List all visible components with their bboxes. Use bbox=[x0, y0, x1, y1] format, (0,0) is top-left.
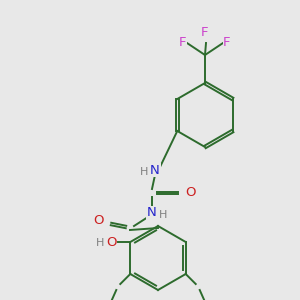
Text: H: H bbox=[140, 167, 148, 177]
Text: O: O bbox=[185, 187, 195, 200]
Text: O: O bbox=[94, 214, 104, 226]
Text: F: F bbox=[201, 26, 209, 38]
Text: O: O bbox=[106, 236, 116, 248]
Text: F: F bbox=[179, 35, 187, 49]
Text: F: F bbox=[223, 35, 231, 49]
Text: H: H bbox=[159, 210, 167, 220]
Text: N: N bbox=[147, 206, 157, 220]
Text: H: H bbox=[96, 238, 104, 248]
Text: N: N bbox=[150, 164, 160, 176]
